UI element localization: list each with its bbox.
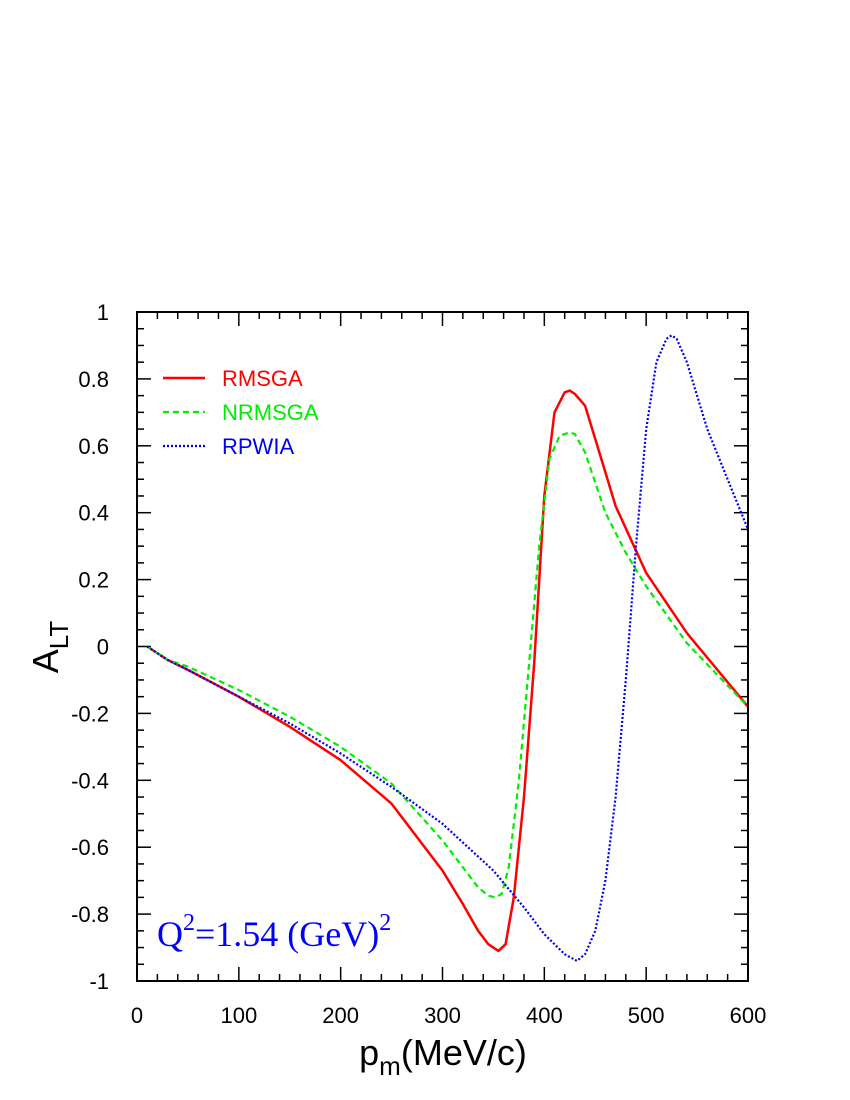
legend-label-rmsga: RMSGA [222, 366, 303, 391]
legend: RMSGA NRMSGA RPWIA [163, 366, 319, 459]
y-tick-label: -0.8 [71, 902, 109, 927]
y-tick-label: -0.2 [71, 701, 109, 726]
y-tick-label: 0 [97, 635, 109, 660]
y-tick-label: -0.6 [71, 835, 109, 860]
series-line-rpwia [146, 334, 750, 963]
y-axis-title-sub: LT [44, 621, 74, 650]
y-tick-label: 0.8 [78, 367, 109, 392]
x-tick-label: 100 [220, 1003, 257, 1028]
q2-annotation: Q2=1.54 (GeV)2 [157, 910, 391, 954]
y-axis-title: ALT [25, 621, 74, 674]
legend-label-rpwia: RPWIA [222, 434, 294, 459]
x-tick-label: 400 [526, 1003, 563, 1028]
x-axis-title-main: p [359, 1032, 379, 1073]
y-tick-label: -1 [89, 969, 109, 994]
annotation-part2: =1.54 (GeV) [195, 914, 379, 954]
series-lines [146, 334, 750, 963]
annotation-sup2: 2 [379, 910, 391, 936]
x-tick-label: 200 [322, 1003, 359, 1028]
annotation-sup1: 2 [183, 910, 195, 936]
y-tick-labels: -1 -0.8 -0.6 -0.4 -0.2 0 0.2 0.4 0.6 0.8 1 [71, 300, 109, 994]
y-tick-label: 1 [97, 300, 109, 325]
x-tick-label: 600 [730, 1003, 767, 1028]
y-tick-label: 0.6 [78, 434, 109, 459]
series-line-rmsga [146, 389, 749, 953]
x-tick-label: 0 [131, 1003, 143, 1028]
annotation-part1: Q [157, 914, 183, 954]
x-tick-labels: 0 100 200 300 400 500 600 [131, 1003, 766, 1028]
x-axis-title-rest: (MeV/c) [401, 1032, 527, 1073]
x-axis-title: pm(MeV/c) [359, 1032, 527, 1081]
series-line-nrmsga [146, 431, 749, 899]
y-tick-label: -0.4 [71, 768, 109, 793]
y-axis-title-main: A [25, 649, 66, 673]
plot-frame [136, 311, 749, 982]
legend-label-nrmsga: NRMSGA [222, 400, 319, 425]
x-tick-label: 300 [424, 1003, 461, 1028]
y-tick-label: 0.2 [78, 568, 109, 593]
x-tick-label: 500 [628, 1003, 665, 1028]
y-tick-label: 0.4 [78, 501, 109, 526]
x-axis-title-sub: m [379, 1051, 401, 1081]
